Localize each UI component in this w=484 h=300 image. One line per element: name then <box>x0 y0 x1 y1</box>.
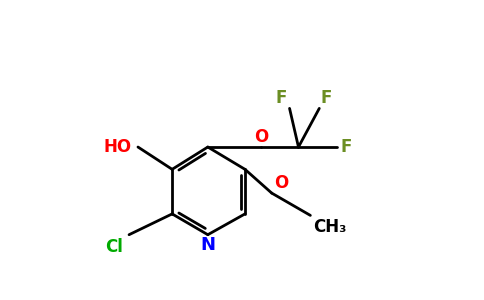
Text: F: F <box>321 89 332 107</box>
Text: CH₃: CH₃ <box>313 218 347 236</box>
Text: F: F <box>275 89 287 107</box>
Text: Cl: Cl <box>105 238 123 256</box>
Text: F: F <box>340 138 351 156</box>
Text: O: O <box>274 174 288 192</box>
Text: HO: HO <box>104 138 132 156</box>
Text: O: O <box>254 128 269 146</box>
Text: N: N <box>200 236 215 254</box>
